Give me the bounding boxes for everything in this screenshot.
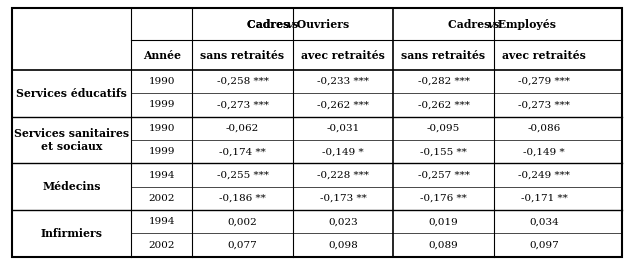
Text: -0,262 ***: -0,262 *** <box>317 101 369 110</box>
Text: -0,031: -0,031 <box>327 124 360 133</box>
Text: Cadres: Cadres <box>247 19 293 30</box>
Text: -0,149 *: -0,149 * <box>322 147 364 156</box>
Text: 0,034: 0,034 <box>529 217 559 226</box>
Text: -0,233 ***: -0,233 *** <box>317 77 369 86</box>
Text: -0,273 ***: -0,273 *** <box>217 101 268 110</box>
Text: Services éducatifs: Services éducatifs <box>16 88 127 99</box>
Text: 1999: 1999 <box>148 147 175 156</box>
Text: vs: vs <box>286 19 299 30</box>
Text: -0,262 ***: -0,262 *** <box>418 101 470 110</box>
Text: Infirmiers: Infirmiers <box>41 228 103 239</box>
Text: Année: Année <box>143 50 181 61</box>
Text: avec retraités: avec retraités <box>502 50 586 61</box>
Text: -0,173 **: -0,173 ** <box>320 194 366 203</box>
Text: Médecins: Médecins <box>43 181 101 192</box>
Text: -0,228 ***: -0,228 *** <box>317 171 369 179</box>
Text: 0,002: 0,002 <box>227 217 257 226</box>
Text: sans retraités: sans retraités <box>401 50 485 61</box>
Text: -0,171 **: -0,171 ** <box>521 194 568 203</box>
Text: sans retraités: sans retraités <box>200 50 284 61</box>
Text: Services sanitaires
et sociaux: Services sanitaires et sociaux <box>14 128 129 152</box>
Text: 2002: 2002 <box>148 241 175 250</box>
Text: -0,258 ***: -0,258 *** <box>217 77 268 86</box>
Text: 0,077: 0,077 <box>227 241 257 250</box>
Text: -0,086: -0,086 <box>528 124 561 133</box>
Text: -0,282 ***: -0,282 *** <box>418 77 470 86</box>
Text: Cadres: Cadres <box>448 19 494 30</box>
Text: 2002: 2002 <box>148 194 175 203</box>
Text: 1994: 1994 <box>148 171 175 179</box>
Text: -0,062: -0,062 <box>226 124 259 133</box>
Text: 1999: 1999 <box>148 101 175 110</box>
Text: avec retraités: avec retraités <box>301 50 385 61</box>
Text: 0,023: 0,023 <box>328 217 358 226</box>
Text: Ouvriers: Ouvriers <box>293 19 349 30</box>
Text: -0,155 **: -0,155 ** <box>420 147 467 156</box>
Text: -0,249 ***: -0,249 *** <box>518 171 570 179</box>
Text: -0,186 **: -0,186 ** <box>219 194 266 203</box>
Text: -0,279 ***: -0,279 *** <box>518 77 570 86</box>
Text: 0,089: 0,089 <box>429 241 458 250</box>
Text: Employés: Employés <box>494 19 556 30</box>
Text: -0,176 **: -0,176 ** <box>420 194 467 203</box>
Text: 0,097: 0,097 <box>529 241 559 250</box>
Text: -0,257 ***: -0,257 *** <box>418 171 470 179</box>
Text: vs: vs <box>487 19 500 30</box>
Text: -0,255 ***: -0,255 *** <box>217 171 268 179</box>
Text: 1990: 1990 <box>148 124 175 133</box>
Text: 1994: 1994 <box>148 217 175 226</box>
Text: 0,098: 0,098 <box>328 241 358 250</box>
Text: -0,095: -0,095 <box>427 124 460 133</box>
Text: Cadres: Cadres <box>247 19 293 30</box>
Text: -0,174 **: -0,174 ** <box>219 147 266 156</box>
Text: -0,149 *: -0,149 * <box>523 147 565 156</box>
Text: 1990: 1990 <box>148 77 175 86</box>
Text: -0,273 ***: -0,273 *** <box>518 101 570 110</box>
Text: 0,019: 0,019 <box>429 217 458 226</box>
